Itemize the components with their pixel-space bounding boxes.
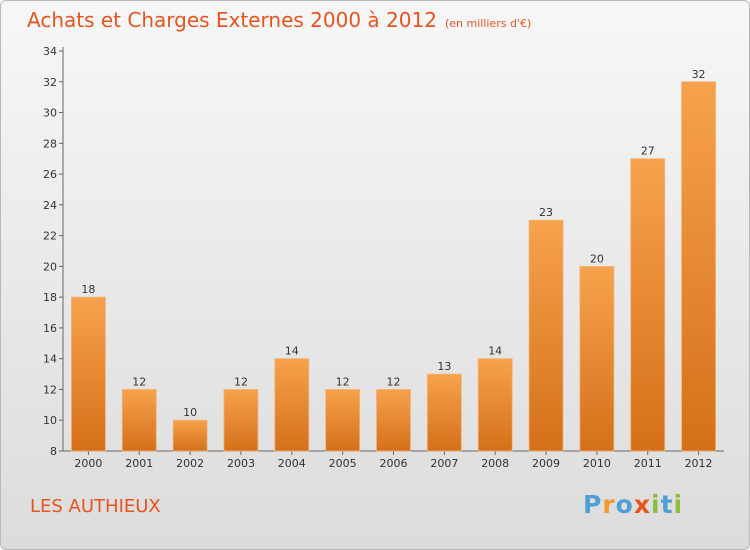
y-tick-label: 26 xyxy=(43,168,57,181)
bar xyxy=(681,81,716,452)
bar-value-label: 12 xyxy=(234,375,248,388)
bar-value-label: 12 xyxy=(387,375,401,388)
bar-value-label: 18 xyxy=(81,283,95,296)
bar-value-label: 14 xyxy=(285,345,299,358)
x-tick-label: 2005 xyxy=(329,457,357,470)
x-tick-label: 2004 xyxy=(278,457,306,470)
bar-value-label: 12 xyxy=(132,375,146,388)
logo-letter: x xyxy=(633,490,651,519)
x-tick-label: 2009 xyxy=(532,457,560,470)
x-tick-label: 2011 xyxy=(634,457,662,470)
y-tick-label: 22 xyxy=(43,230,57,243)
y-tick-label: 14 xyxy=(43,353,57,366)
x-tick-label: 2007 xyxy=(430,457,458,470)
logo-letter: r xyxy=(602,490,616,519)
x-tick-label: 2008 xyxy=(481,457,509,470)
chart-title-block: Achats et Charges Externes 2000 à 2012 (e… xyxy=(27,8,531,32)
proxiti-logo: Proxiti xyxy=(583,490,683,519)
logo-letter: P xyxy=(583,490,603,519)
chart-unit-note: (en milliers d'€) xyxy=(444,17,532,30)
bar xyxy=(71,296,106,452)
chart-bars xyxy=(71,81,716,452)
y-tick-label: 34 xyxy=(43,45,57,58)
bar xyxy=(528,219,564,452)
bar xyxy=(223,389,259,452)
bar-chart: 8 10 12 14 16 18 20 22 24 26 28 30 32 34 2000 2001 2002 2… xyxy=(43,45,724,470)
chart-title: Achats et Charges Externes 2000 à 2012 xyxy=(27,8,437,32)
bar xyxy=(630,158,666,452)
y-tick-label: 24 xyxy=(43,199,57,212)
bar-value-label: 10 xyxy=(183,406,197,419)
logo-letter: i xyxy=(673,490,684,519)
bar xyxy=(376,389,411,452)
y-tick-label: 18 xyxy=(43,291,57,304)
bar xyxy=(477,358,513,452)
y-tick-label: 30 xyxy=(43,107,57,120)
x-tick-label: 2006 xyxy=(380,457,408,470)
bar xyxy=(274,358,310,452)
bar xyxy=(172,419,208,452)
bar-value-label: 12 xyxy=(336,375,350,388)
y-tick-label: 8 xyxy=(50,445,57,458)
x-tick-label: 2012 xyxy=(685,457,713,470)
y-tick-label: 12 xyxy=(43,383,57,396)
bar-value-label: 20 xyxy=(590,252,604,265)
bar-value-label: 32 xyxy=(692,68,706,81)
place-name: LES AUTHIEUX xyxy=(30,496,161,517)
chart-value-labels: 18 12 10 12 14 12 12 13 14 23 20 27 32 xyxy=(81,68,705,419)
x-tick-label: 2003 xyxy=(227,457,255,470)
bar-value-label: 23 xyxy=(539,206,553,219)
x-tick-label: 2001 xyxy=(125,457,153,470)
bar xyxy=(426,373,462,452)
logo-letter: t xyxy=(660,490,674,519)
x-tick-label: 2002 xyxy=(176,457,204,470)
bar xyxy=(579,265,615,452)
chart-axes: 8 10 12 14 16 18 20 22 24 26 28 30 32 34 2000 2001 2002 2… xyxy=(43,45,724,470)
y-tick-label: 16 xyxy=(43,322,57,335)
y-tick-label: 20 xyxy=(43,260,57,273)
x-tick-label: 2010 xyxy=(583,457,611,470)
y-tick-label: 28 xyxy=(43,137,57,150)
x-tick-label: 2000 xyxy=(74,457,102,470)
bar-value-label: 27 xyxy=(641,145,655,158)
y-tick-label: 32 xyxy=(43,76,57,89)
bar-value-label: 13 xyxy=(437,360,451,373)
y-tick-label: 10 xyxy=(43,414,57,427)
bar xyxy=(121,389,157,452)
logo-letter: o xyxy=(615,490,634,519)
logo-letter: i xyxy=(651,490,661,519)
bar xyxy=(325,389,361,452)
bar-value-label: 14 xyxy=(488,345,502,358)
